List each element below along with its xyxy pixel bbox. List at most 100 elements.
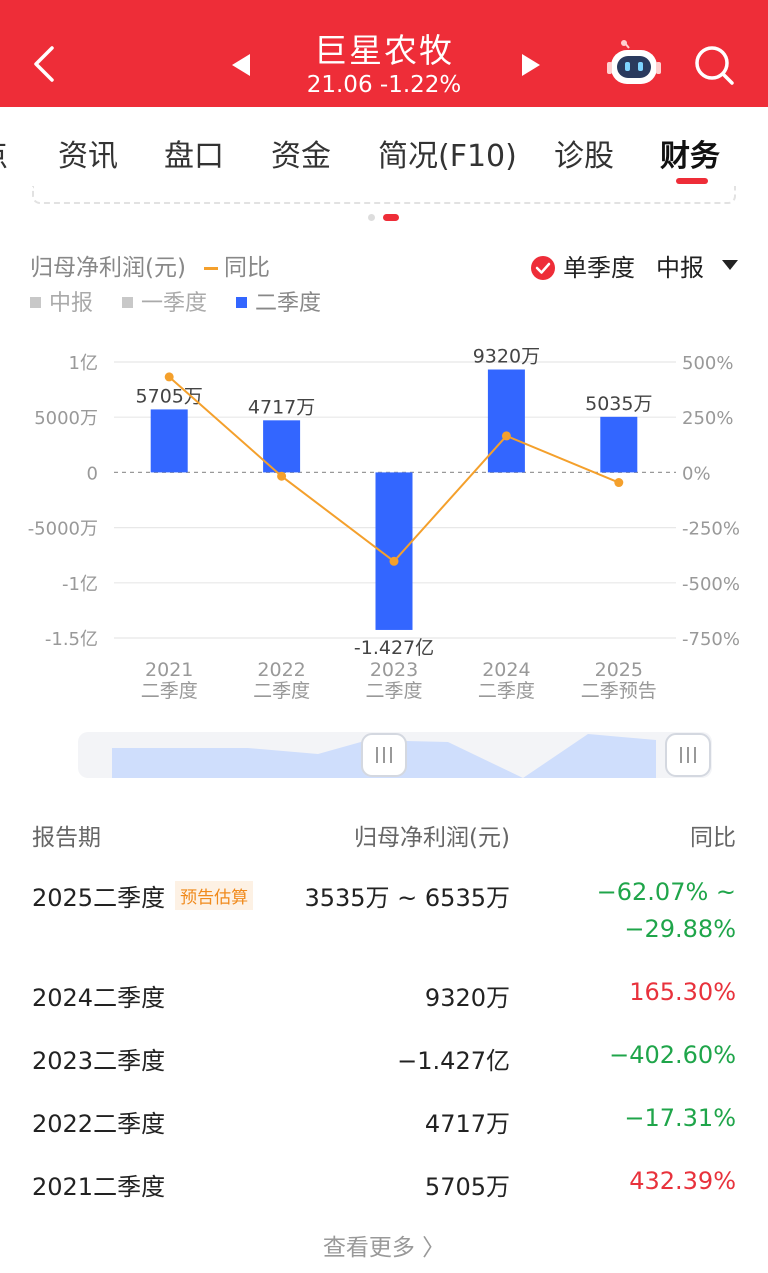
y2-tick-label: 0% — [682, 463, 711, 484]
y2-tick-label: -250% — [682, 519, 740, 540]
active-tab-indicator — [676, 178, 708, 184]
y2-tick-label: 250% — [682, 408, 733, 429]
x-tick-label: 2024 — [482, 659, 530, 681]
y-tick-label: 0 — [87, 463, 98, 484]
row-value: 5705万 — [424, 1173, 510, 1201]
x-tick-sublabel: 二季度 — [365, 680, 422, 702]
legend-label: 二季度 — [255, 291, 322, 316]
x-tick-sublabel: 二季度 — [141, 680, 198, 702]
bar[interactable] — [150, 409, 188, 473]
y-tick-label: -1亿 — [62, 574, 98, 595]
x-tick-label: 2022 — [257, 659, 305, 681]
yoy-point[interactable] — [614, 478, 624, 488]
row-yoy-upper: −29.88% — [624, 915, 736, 943]
row-yoy: 432.39% — [629, 1167, 736, 1195]
chart-title-row: 归母净利润(元) 同比 — [30, 248, 270, 282]
tab-profile-f10[interactable]: 简况(F10) — [378, 139, 517, 174]
row-period: 2023二季度 — [32, 1047, 166, 1075]
tab-capital[interactable]: 资金 — [271, 139, 331, 174]
metric-label: 归母净利润(元) — [30, 255, 186, 281]
bar[interactable] — [487, 369, 525, 473]
col-head-period: 报告期 — [32, 825, 101, 851]
stock-quote: 21.06 -1.22% — [306, 72, 462, 98]
bar-label: -1.427亿 — [354, 637, 434, 659]
row-yoy: −62.07% ~ — [596, 878, 736, 906]
legend-label: 一季度 — [141, 291, 208, 316]
range-navigator[interactable] — [78, 732, 712, 778]
row-value: −1.427亿 — [397, 1047, 510, 1075]
row-yoy: −402.60% — [609, 1041, 736, 1069]
period-text: 2025二季度 — [32, 884, 166, 912]
series-legend: 中报 一季度 二季度 — [30, 285, 343, 317]
y2-tick-label: -750% — [682, 629, 740, 650]
row-period: 2021二季度 — [32, 1173, 166, 1201]
robot-icon[interactable] — [607, 40, 661, 88]
row-yoy: −17.31% — [624, 1104, 736, 1132]
row-period: 2024二季度 — [32, 984, 166, 1012]
legend-swatch — [236, 297, 248, 308]
bar-label: 5705万 — [136, 385, 203, 407]
search-icon[interactable] — [692, 43, 736, 87]
legend-item-q2[interactable]: 二季度 — [236, 285, 321, 317]
bar-label: 9320万 — [473, 346, 540, 368]
yoy-legend-label: 同比 — [223, 255, 270, 281]
single-season-toggle[interactable]: 单季度 — [531, 248, 635, 283]
legend-swatch — [30, 297, 41, 308]
row-value: 9320万 — [424, 984, 510, 1012]
y-tick-label: -5000万 — [28, 519, 98, 540]
yoy-point[interactable] — [277, 471, 287, 481]
y2-tick-label: 500% — [682, 353, 733, 374]
view-more-link[interactable]: 查看更多 〉 — [322, 1235, 446, 1261]
x-tick-sublabel: 二季预告 — [581, 680, 657, 702]
top-bar: 巨星农牧 21.06 -1.22% — [0, 0, 768, 107]
page-dot — [368, 214, 375, 221]
stock-name: 巨星农牧 — [314, 31, 454, 70]
yoy-point[interactable] — [164, 372, 174, 382]
row-period: 2025二季度 预告估算 — [32, 878, 254, 913]
yoy-point[interactable] — [389, 556, 399, 566]
x-tick-label: 2021 — [145, 659, 193, 681]
y-tick-label: 1亿 — [69, 353, 98, 374]
chevron-left-icon[interactable] — [24, 36, 68, 92]
bar[interactable] — [600, 416, 638, 473]
triangle-right-icon[interactable] — [516, 50, 544, 80]
bar[interactable] — [263, 420, 301, 473]
tab-finance[interactable]: 财务 — [660, 139, 720, 174]
y-tick-label: -1.5亿 — [45, 629, 98, 650]
period-dropdown[interactable]: 中报 — [656, 248, 738, 283]
line-legend-icon — [203, 267, 218, 270]
tab-news[interactable]: 资讯 — [58, 139, 118, 174]
tab-partial[interactable]: 点 — [0, 131, 8, 175]
y2-tick-label: -500% — [682, 574, 740, 595]
legend-item-interim[interactable]: 中报 — [30, 285, 93, 317]
card-edge — [32, 186, 736, 204]
page-dot-active — [383, 214, 399, 221]
row-value: 4717万 — [424, 1110, 510, 1138]
x-tick-label: 2023 — [370, 659, 418, 681]
bar-label: 5035万 — [585, 393, 652, 415]
x-tick-sublabel: 二季度 — [478, 680, 535, 702]
navigator-handle-left[interactable] — [361, 733, 407, 777]
single-season-label: 单季度 — [563, 254, 635, 282]
legend-swatch — [122, 297, 134, 308]
row-yoy: 165.30% — [629, 978, 736, 1006]
period-value: 中报 — [656, 254, 704, 282]
profit-chart[interactable]: 1亿 5000万 0 -5000万 -1亿 -1.5亿 500% 250% 0% -250% -50… — [0, 330, 768, 710]
x-tick-sublabel: 二季度 — [253, 680, 310, 702]
triangle-left-icon[interactable] — [228, 50, 256, 80]
y-tick-label: 5000万 — [34, 408, 98, 429]
navigator-handle-right[interactable] — [665, 733, 711, 777]
tab-orderbook[interactable]: 盘口 — [164, 139, 224, 174]
bar-label: 4717万 — [248, 396, 315, 418]
tab-diagnosis[interactable]: 诊股 — [554, 139, 614, 174]
caret-down-icon — [722, 260, 738, 270]
legend-item-q1[interactable]: 一季度 — [122, 285, 207, 317]
check-icon — [531, 256, 555, 280]
row-value: 3535万 ~ 6535万 — [304, 884, 510, 912]
col-head-yoy: 同比 — [690, 825, 736, 851]
row-period: 2022二季度 — [32, 1110, 166, 1138]
legend-label: 中报 — [49, 291, 94, 316]
x-tick-label: 2025 — [595, 659, 643, 681]
tab-bar: 点 资讯 盘口 资金 简况(F10) 诊股 财务 — [0, 107, 768, 195]
yoy-point[interactable] — [501, 431, 511, 441]
